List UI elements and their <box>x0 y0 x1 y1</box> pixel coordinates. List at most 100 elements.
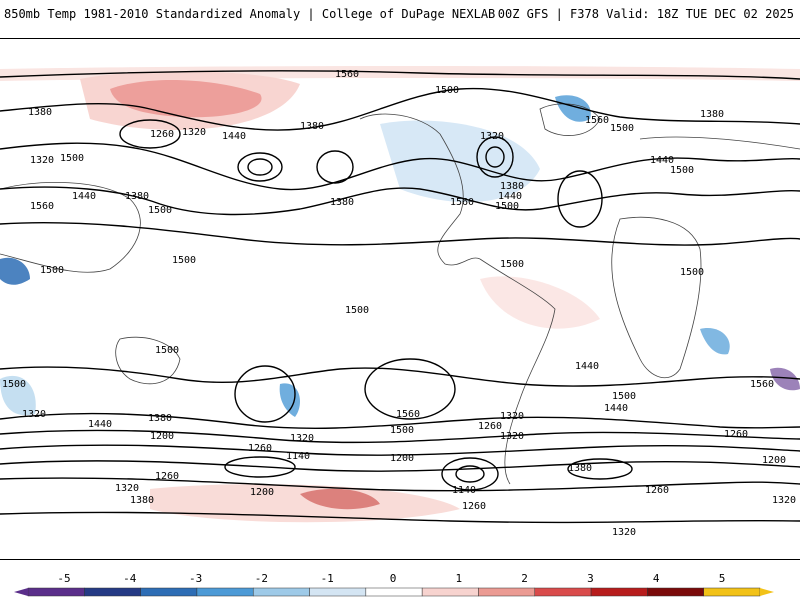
contour-label: 1500 <box>148 205 172 216</box>
colorbar-segment <box>590 587 648 597</box>
contour-1260-south <box>0 460 800 472</box>
low-southern-3 <box>567 458 633 480</box>
colorbar-tick-label: -1 <box>320 572 334 585</box>
low-southern-2 <box>441 457 499 491</box>
contour-label: 1500 <box>680 267 704 278</box>
contour-label: 1500 <box>495 201 519 212</box>
contour-label: 1440 <box>604 403 628 414</box>
cold-anomaly-indian <box>700 328 730 355</box>
warm-anomaly-southern <box>150 484 460 523</box>
contour-label: 1140 <box>452 485 476 496</box>
cold-anomaly-south-pacific <box>279 383 300 417</box>
contour-label: 1320 <box>500 411 524 422</box>
contour-label: 1320 <box>182 127 206 138</box>
contour-label: 1440 <box>88 419 112 430</box>
map-svg: 1560 1500 1380 1260 1320 1440 1380 1500 … <box>0 66 800 538</box>
contour-label: 1320 <box>30 155 54 166</box>
high-south-pacific-2 <box>234 365 296 423</box>
contour-label: 1260 <box>248 443 272 454</box>
contour-label: 1380 <box>330 197 354 208</box>
low-pacific-1 <box>237 152 283 182</box>
low-atlantic <box>557 170 603 228</box>
contour-1380-south <box>0 429 800 444</box>
contour-label: 1500 <box>610 123 634 134</box>
colorbar-segment <box>421 587 479 597</box>
contour-1320-south <box>0 444 800 456</box>
contour-label: 1380 <box>28 107 52 118</box>
contour-label: 1200 <box>390 453 414 464</box>
contour-label: 1200 <box>150 431 174 442</box>
colorbar-tick-label: -4 <box>123 572 137 585</box>
colorbar-segment <box>703 587 761 597</box>
colorbar-segment <box>365 587 423 597</box>
contour-label: 1200 <box>762 455 786 466</box>
north-america-coast <box>359 113 481 266</box>
contour-label: 1380 <box>300 121 324 132</box>
contour-label: 1440 <box>575 361 599 372</box>
contour-label: 1200 <box>250 487 274 498</box>
low-pacific-2 <box>316 150 354 184</box>
colorbar-segment <box>647 587 704 597</box>
cold-anomaly-sw <box>0 375 36 416</box>
contour-label: 1500 <box>670 165 694 176</box>
low-bering <box>119 119 181 149</box>
contour-label: 1560 <box>750 379 774 390</box>
contour-label: 1380 <box>130 495 154 506</box>
colorbar-segment <box>27 587 85 597</box>
contour-label: 1500 <box>390 425 414 436</box>
contour-label: 1500 <box>155 345 179 356</box>
contour-label: 1260 <box>150 129 174 140</box>
contour-label: 1500 <box>172 255 196 266</box>
eurasia-coast <box>639 136 800 150</box>
low-hudson <box>476 136 514 178</box>
contour-label: 1380 <box>148 413 172 424</box>
contour-1440-south <box>0 412 800 429</box>
colorbar-tick-label: 5 <box>718 572 726 585</box>
contour-label: 1500 <box>612 391 636 402</box>
low-southern-2-inner <box>455 465 485 483</box>
contour-label: 1320 <box>500 431 524 442</box>
colorbar-right-arrow <box>760 588 774 596</box>
height-contours <box>0 70 800 524</box>
model-run-info: 00Z GFS | F378 Valid: 18Z TUE DEC 02 202… <box>497 7 794 21</box>
contour-label: 1320 <box>772 495 796 506</box>
low-hudson-inner <box>485 146 505 168</box>
contour-label: 1500 <box>435 85 459 96</box>
contour-1500-north <box>0 87 800 131</box>
colorbar-tick-row: -5 -4 -3 -2 -1 0 1 2 3 4 5 <box>0 572 800 586</box>
contour-label: 1380 <box>500 181 524 192</box>
contour-1500-mid <box>0 221 800 246</box>
greenland-coast <box>539 103 601 136</box>
cold-anomaly-greenland <box>555 95 591 122</box>
colorbar-segment <box>140 587 198 597</box>
low-pacific-1-inner <box>247 158 273 176</box>
africa-coast <box>611 216 702 379</box>
contour-label: 1440 <box>498 191 522 202</box>
contour-label: 1320 <box>612 527 636 538</box>
colorbar-segment <box>252 587 310 597</box>
colorbar-tick-label: 3 <box>587 572 594 585</box>
contour-label-layer: 1560 1500 1380 1260 1320 1440 1380 1500 … <box>2 69 796 538</box>
colorbar-segment <box>478 587 536 597</box>
map-panel: 1560 1500 1380 1260 1320 1440 1380 1500 … <box>0 38 800 560</box>
contour-label: 1500 <box>500 259 524 270</box>
cold-anomaly-north-america <box>380 120 540 203</box>
contour-1380-north <box>0 186 800 216</box>
colorbar-segment <box>534 587 592 597</box>
cold-anomaly-west <box>0 257 30 285</box>
contour-label: 1380 <box>700 109 724 120</box>
cold-anomaly-east <box>770 367 800 391</box>
colorbar-tick-label: -2 <box>254 572 269 585</box>
low-southern-1 <box>224 456 296 478</box>
contour-label: 1380 <box>568 463 592 474</box>
colorbar-segment <box>84 587 141 597</box>
colorbar-segment <box>309 587 367 597</box>
contour-label: 1260 <box>155 471 179 482</box>
contour-label: 1260 <box>724 429 748 440</box>
contour-label: 1140 <box>286 451 310 462</box>
contour-label: 1440 <box>222 131 246 142</box>
colorbar-tick-label: -5 <box>57 572 71 585</box>
high-south-pacific <box>364 358 456 420</box>
asia-coast <box>0 182 141 273</box>
colorbar: -5 -4 -3 -2 -1 0 1 2 3 4 5 <box>0 572 800 600</box>
